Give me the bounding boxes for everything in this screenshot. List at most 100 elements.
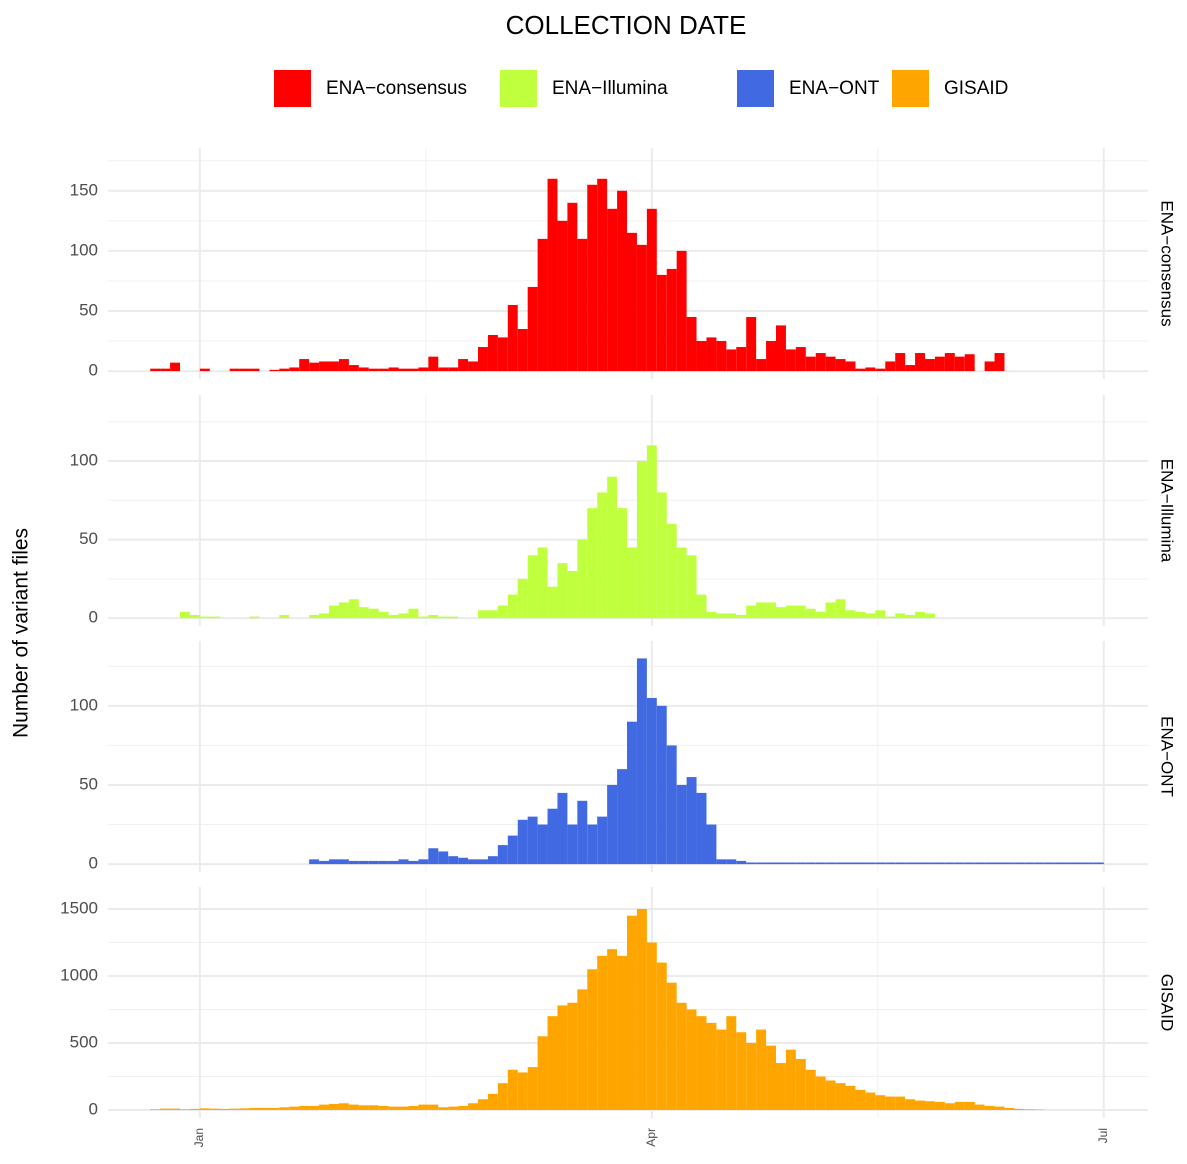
bar — [954, 862, 965, 865]
bar — [706, 824, 717, 865]
bar — [607, 949, 618, 1110]
bar — [279, 1107, 290, 1110]
bar — [160, 368, 171, 372]
bar — [805, 356, 816, 372]
bar — [338, 859, 349, 865]
bar — [726, 349, 737, 372]
bar — [954, 1101, 965, 1110]
bar — [716, 859, 727, 865]
facet-label: ENA−Illumina — [1158, 459, 1177, 563]
bar — [785, 349, 796, 372]
bar — [974, 1104, 985, 1110]
bar — [656, 962, 667, 1110]
bar — [666, 268, 677, 372]
bar — [517, 1072, 528, 1110]
bar — [776, 325, 786, 372]
y-tick-label: 50 — [79, 774, 98, 793]
bar — [666, 745, 677, 865]
y-tick-label: 100 — [70, 450, 98, 469]
bar — [408, 1105, 419, 1110]
y-tick-label: 1000 — [60, 965, 98, 984]
bar — [895, 862, 906, 865]
bar — [507, 304, 518, 372]
bar — [785, 1049, 796, 1110]
bar — [785, 862, 796, 865]
bar — [180, 611, 190, 619]
bar — [746, 316, 757, 372]
bar — [448, 367, 459, 372]
bar — [885, 616, 896, 619]
bar — [358, 367, 369, 372]
bar — [607, 208, 618, 372]
bar — [487, 610, 498, 619]
bar — [766, 862, 777, 865]
bar — [994, 353, 1005, 372]
bar — [845, 361, 856, 372]
y-tick-label: 50 — [79, 300, 98, 319]
bar — [607, 476, 618, 619]
bar — [547, 1016, 558, 1110]
bar — [706, 337, 717, 372]
bar — [825, 862, 836, 865]
y-tick-label: 50 — [79, 529, 98, 548]
bar — [845, 610, 856, 619]
bar — [289, 367, 300, 372]
bar — [915, 611, 926, 619]
bar — [587, 969, 598, 1110]
bar — [855, 1089, 866, 1110]
bar — [378, 611, 389, 619]
bar — [835, 359, 846, 372]
bar — [557, 1005, 568, 1110]
bar — [557, 563, 568, 619]
bar — [388, 1106, 399, 1110]
bar — [865, 367, 876, 372]
bar — [636, 244, 647, 372]
bar — [1024, 862, 1035, 865]
bar — [805, 862, 816, 865]
bar — [279, 615, 290, 619]
bar — [676, 250, 687, 372]
bar — [269, 369, 280, 372]
bar — [746, 862, 757, 865]
bar — [845, 1085, 856, 1110]
bar — [706, 1022, 717, 1110]
bar — [329, 605, 339, 619]
bar — [964, 1101, 975, 1110]
bar — [458, 1105, 469, 1110]
bar — [537, 1036, 548, 1110]
bar — [577, 800, 588, 865]
bar — [746, 1042, 757, 1110]
bar — [726, 859, 737, 865]
bar — [418, 367, 429, 372]
bar — [329, 859, 339, 865]
bar — [507, 835, 518, 865]
bar — [805, 1069, 816, 1110]
bar — [577, 989, 588, 1110]
bar — [338, 602, 349, 619]
bar — [487, 856, 498, 865]
bar — [289, 1106, 300, 1110]
y-tick-label: 0 — [89, 608, 98, 627]
bar — [617, 508, 628, 619]
bar — [229, 1108, 240, 1110]
bar — [954, 356, 965, 372]
bar — [517, 819, 528, 865]
bar — [567, 824, 578, 865]
bar — [656, 274, 667, 372]
bar — [835, 862, 846, 865]
x-tick-label: Jul — [1096, 1128, 1110, 1143]
bar — [537, 824, 548, 865]
bar — [478, 347, 488, 372]
bar — [398, 613, 409, 619]
bar — [319, 1104, 330, 1110]
legend-swatch — [737, 70, 774, 107]
bar — [636, 658, 647, 865]
bar — [895, 613, 906, 619]
bar — [835, 1083, 846, 1110]
bar — [428, 1104, 439, 1110]
bar — [1083, 862, 1094, 865]
bar — [199, 1108, 210, 1110]
bar — [309, 615, 320, 619]
bar — [1004, 862, 1015, 865]
bar — [776, 607, 786, 619]
